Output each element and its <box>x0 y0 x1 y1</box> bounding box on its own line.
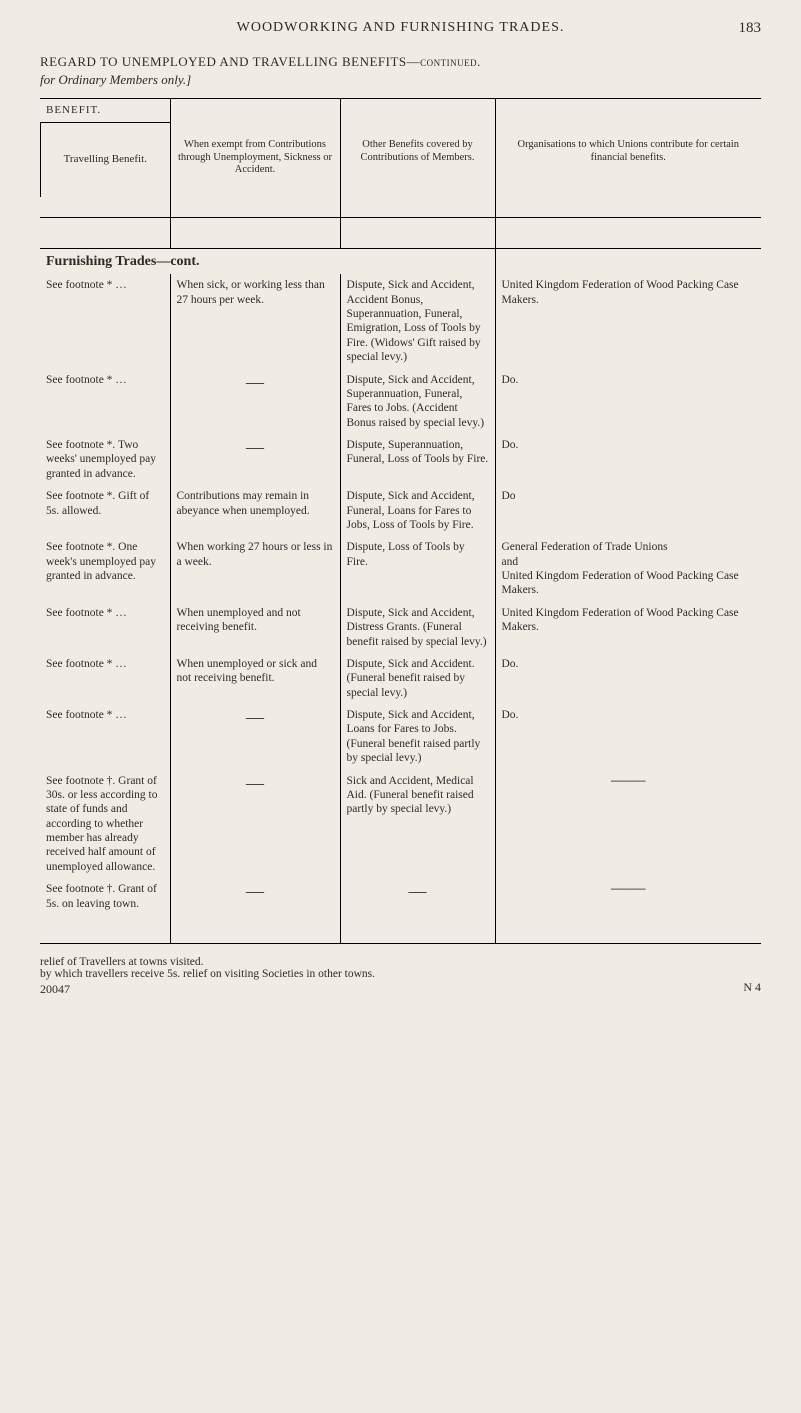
benefit-label: BENEFIT. <box>46 104 101 116</box>
cell-c4: Do. <box>502 709 519 721</box>
section-subtitle: for Ordinary Members only.] <box>40 72 761 88</box>
cell-c2: When sick, or working less than 27 hours… <box>177 279 325 305</box>
table-row: See footnote †. Grant of 30s. or less ac… <box>40 770 761 879</box>
cell-c2: When unemployed or sick and not receivin… <box>177 658 318 684</box>
cell-c1: See footnote †. Grant of 30s. or less ac… <box>46 775 157 873</box>
cell-c3: Dispute, Sick and Accident. (Funeral ben… <box>347 658 475 699</box>
cell-c2: — <box>246 881 264 901</box>
cell-c3: Dispute, Sick and Accident, Loans for Fa… <box>347 709 481 764</box>
running-head: WOODWORKING AND FURNISHING TRADES. <box>40 20 761 36</box>
cell-c2: When working 27 hours or less in a week. <box>177 541 333 567</box>
cell-c2: — <box>246 707 264 727</box>
table-row: See footnote * … When sick, or working l… <box>40 274 761 368</box>
cell-c3: Dispute, Sick and Accident, Distress Gra… <box>347 607 487 648</box>
cell-c4: United Kingdom Federation of Wood Packin… <box>502 607 739 633</box>
col-head-organisations: Organisations to which Unions contribute… <box>518 139 739 163</box>
cell-c2: — <box>246 437 264 457</box>
table-row: See footnote * … When unemployed and not… <box>40 602 761 653</box>
cell-c4: Do. <box>502 658 519 670</box>
cell-c4: Do. <box>502 439 519 451</box>
cell-c4: United Kingdom Federation of Wood Packin… <box>502 279 739 305</box>
table-row: See footnote * … — Dispute, Sick and Acc… <box>40 369 761 435</box>
cell-c4: Do. <box>502 374 519 386</box>
page-number: 183 <box>739 20 762 37</box>
cell-c3: Dispute, Superannuation, Funeral, Loss o… <box>347 439 489 465</box>
furnishing-heading-row: Furnishing Trades—cont. <box>40 249 761 275</box>
table-row: See footnote *. Two weeks' unemployed pa… <box>40 434 761 485</box>
cell-c3: Dispute, Sick and Accident, Funeral, Loa… <box>347 490 475 531</box>
benefits-table: BENEFIT. Travelling Benefit. When exempt… <box>40 99 761 943</box>
cell-c1: See footnote * … <box>46 709 127 721</box>
cell-c1: See footnote * … <box>46 279 127 291</box>
cell-c3: Dispute, Sick and Accident, Accident Bon… <box>347 279 481 363</box>
cell-c3: Dispute, Sick and Accident, Superannuati… <box>347 374 485 429</box>
section-title-text: REGARD TO UNEMPLOYED AND TRAVELLING BENE… <box>40 54 481 69</box>
cell-c1: See footnote * … <box>46 658 127 670</box>
cell-c1: See footnote *. Gift of 5s. allowed. <box>46 490 149 516</box>
cell-c3: Dispute, Loss of Tools by Fire. <box>347 541 465 567</box>
page: 183 WOODWORKING AND FURNISHING TRADES. R… <box>0 0 801 1038</box>
cell-c1: See footnote †. Grant of 5s. on leaving … <box>46 883 157 909</box>
cell-c1: See footnote *. One week's unemployed pa… <box>46 541 156 582</box>
cell-c3: Sick and Accident, Medical Aid. (Funeral… <box>347 775 474 816</box>
cell-c4: General Federation of Trade Unions and U… <box>502 541 739 596</box>
section-title: REGARD TO UNEMPLOYED AND TRAVELLING BENE… <box>40 54 761 70</box>
cell-c3: — <box>409 881 427 901</box>
footer-note: relief of Travellers at towns visited. b… <box>40 956 761 980</box>
cell-c2: — <box>246 372 264 392</box>
cell-c1: See footnote * … <box>46 607 127 619</box>
cell-c2: When unemployed and not receiving benefi… <box>177 607 301 633</box>
cell-c2: — <box>246 773 264 793</box>
table-row: See footnote * … — Dispute, Sick and Acc… <box>40 704 761 770</box>
bottom-pad-row <box>40 915 761 943</box>
col-head-other-benefits: Other Benefits covered by Contributions … <box>360 139 474 163</box>
table-row: See footnote * … When unemployed or sick… <box>40 653 761 704</box>
signature-left: 20047 <box>40 982 70 996</box>
table-row: See footnote *. One week's unemployed pa… <box>40 536 761 602</box>
cell-c1: See footnote *. Two weeks' unemployed pa… <box>46 439 156 480</box>
cell-c4: Do <box>502 490 516 502</box>
cell-c1: See footnote * … <box>46 374 127 386</box>
col-head-exempt: When exempt from Contributions through U… <box>178 139 332 175</box>
signature-right: N 4 <box>743 980 761 995</box>
header-row-benefit: BENEFIT. Travelling Benefit. When exempt… <box>40 99 761 217</box>
furnishing-heading: Furnishing Trades—cont. <box>46 254 200 269</box>
table-row: See footnote *. Gift of 5s. allowed. Con… <box>40 485 761 536</box>
cell-c4: ——— <box>611 775 646 787</box>
col-head-travelling: Travelling Benefit. <box>64 153 147 165</box>
rule-bottom <box>40 943 761 944</box>
cell-c4: ——— <box>611 883 646 895</box>
spacer-row <box>40 218 761 248</box>
table-row: See footnote †. Grant of 5s. on leaving … <box>40 878 761 915</box>
cell-c2: Contributions may remain in abeyance whe… <box>177 490 310 516</box>
